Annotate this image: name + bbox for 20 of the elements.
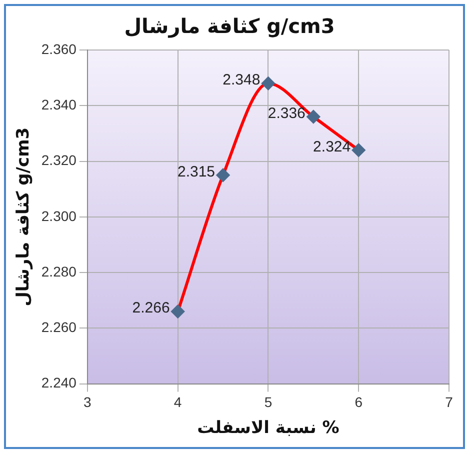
y-tick-label: 2.240 bbox=[41, 374, 77, 391]
x-tick-label: 6 bbox=[354, 394, 363, 410]
x-tick-label: 3 bbox=[84, 394, 92, 410]
data-label: 2.266 bbox=[132, 300, 170, 317]
data-label: 2.348 bbox=[222, 72, 260, 89]
y-tick-label: 2.360 bbox=[41, 40, 77, 57]
x-tick-label: 4 bbox=[174, 394, 182, 410]
y-tick-label: 2.280 bbox=[41, 263, 77, 280]
data-label: 2.336 bbox=[268, 104, 306, 122]
y-tick-label: 2.340 bbox=[41, 96, 77, 112]
y-tick-label: 2.300 bbox=[41, 208, 77, 224]
chart-title: كثافة مارشال g/cm3 bbox=[124, 14, 335, 38]
y-tick-label: 2.320 bbox=[41, 152, 77, 168]
y-tick-label: 2.260 bbox=[41, 319, 77, 336]
data-label: 2.324 bbox=[313, 138, 351, 156]
x-axis-title: نسبة الاسفلت % bbox=[197, 418, 340, 438]
data-label: 2.315 bbox=[177, 163, 216, 180]
x-tick-label: 5 bbox=[264, 394, 272, 410]
y-axis-title: كثافة مارشال g/cm3 bbox=[14, 127, 34, 306]
x-tick-label: 7 bbox=[445, 394, 454, 410]
